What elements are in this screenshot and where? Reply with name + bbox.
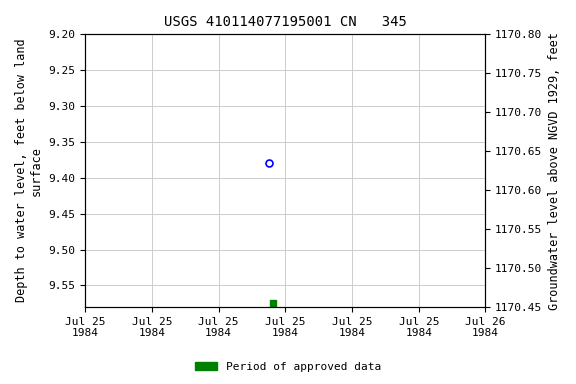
Legend: Period of approved data: Period of approved data: [191, 358, 385, 377]
Title: USGS 410114077195001 CN   345: USGS 410114077195001 CN 345: [164, 15, 407, 29]
Y-axis label: Depth to water level, feet below land
surface: Depth to water level, feet below land su…: [15, 39, 43, 303]
Y-axis label: Groundwater level above NGVD 1929, feet: Groundwater level above NGVD 1929, feet: [548, 32, 561, 310]
